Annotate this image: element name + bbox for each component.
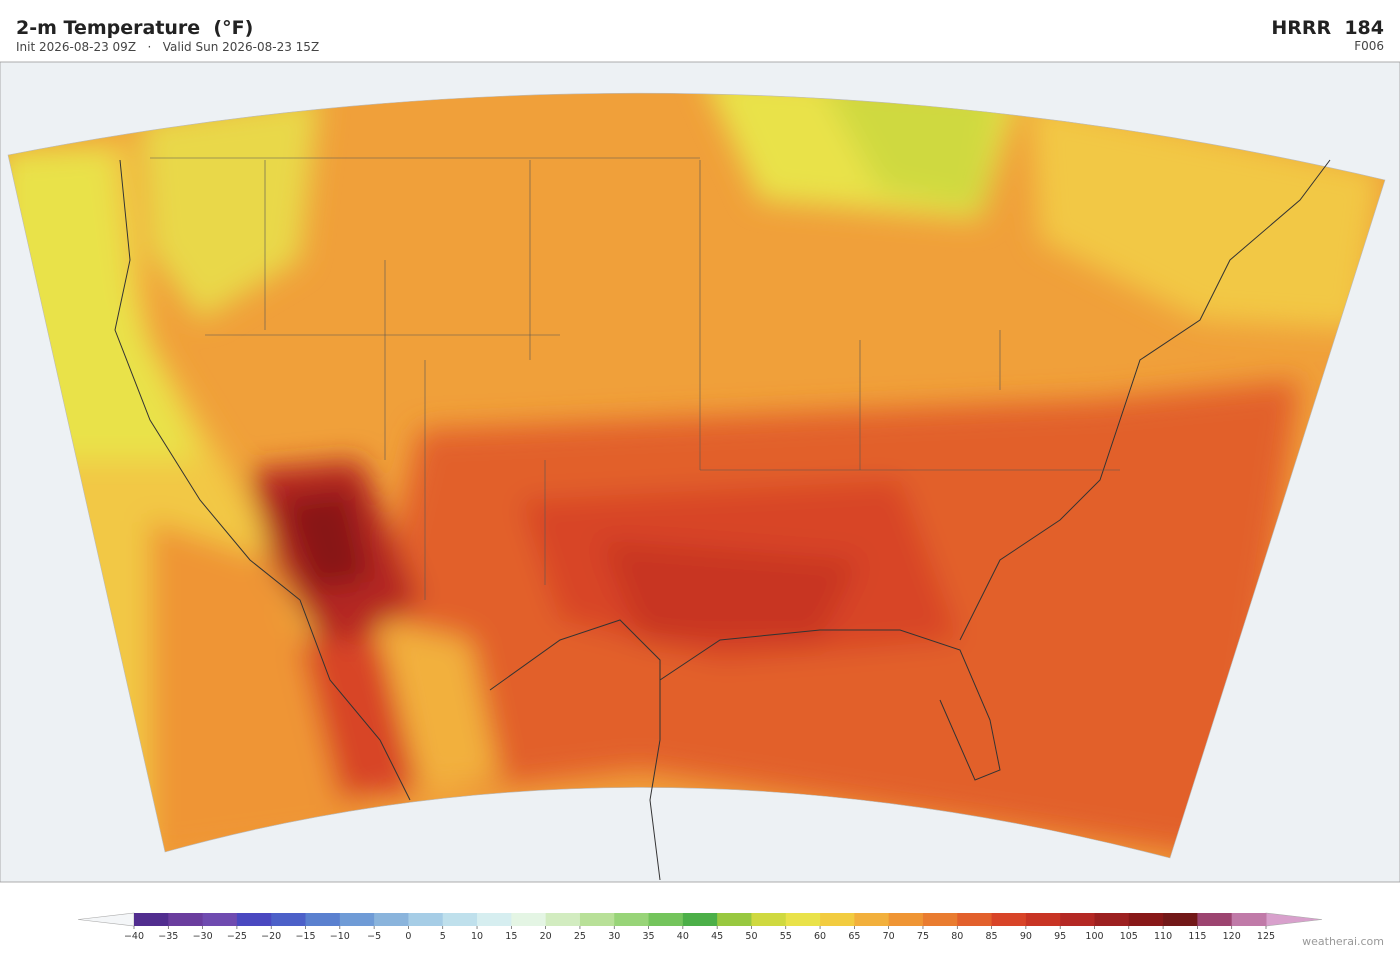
colorbar-tick-label: 85 [986,931,998,942]
colorbar-tick-label: −35 [158,931,178,942]
temperature-field [8,93,1385,858]
colorbar-bin [168,913,204,926]
colorbar-tick-label: −10 [330,931,350,942]
colorbar-tick-label: 50 [745,931,757,942]
colorbar-tick-label: 0 [405,931,411,942]
colorbar-tick-label: 90 [1020,931,1032,942]
colorbar-tick-label: −20 [261,931,281,942]
colorbar-bin [922,913,958,926]
colorbar-bin [1025,913,1061,926]
colorbar-bin [888,913,924,926]
colorbar-tick-label: 35 [642,931,654,942]
colorbar-bin [614,913,650,926]
colorbar-bin [1231,913,1267,926]
colorbar-tick-label: 120 [1223,931,1241,942]
colorbar-tick-label: 75 [917,931,929,942]
colorbar-bin [236,913,272,926]
colorbar-tick-label: 60 [814,931,826,942]
colorbar-tick-label: 115 [1188,931,1206,942]
colorbar-bin [477,913,512,926]
model-label: HRRR 184 [1271,17,1384,39]
colorbar-tick-label: 95 [1054,931,1066,942]
colorbar-tick-label: 105 [1120,931,1138,942]
colorbar-under [77,912,135,927]
colorbar: −40 −35 −30 −25 −20 −15 −10 −5 0 5 10 15 20 25 30 35 40 4… [77,912,1323,942]
colorbar-tick-label: −40 [124,931,144,942]
colorbar-bin [648,913,684,926]
colorbar-bin [1060,913,1095,926]
colorbar-bin [202,913,238,926]
colorbar-tick-label: 45 [711,931,723,942]
colorbar-bin [991,913,1027,926]
colorbar-bin [1128,913,1164,926]
colorbar-tick-label: 80 [951,931,963,942]
colorbar-bin [1163,913,1198,926]
colorbar-bin [717,913,752,926]
colorbar-bin [682,913,718,926]
colorbar-bin [1094,913,1130,926]
colorbar-bin [339,913,375,926]
subtitle: Init 2026-08-23 09Z · Valid Sun 2026-08-… [16,40,319,54]
colorbar-bin [408,913,444,926]
colorbar-bin [1197,913,1233,926]
coastlines [114,159,1331,881]
watermark: weatherai.com [1302,935,1384,948]
colorbar-tick-label: 25 [574,931,586,942]
colorbar-tick-label: 40 [677,931,689,942]
colorbar-tick-label: −25 [227,931,247,942]
colorbar-bin [305,913,341,926]
domain-edge [7,92,1386,859]
colorbar-tick-label: 100 [1085,931,1103,942]
colorbar-bin [271,913,307,926]
colorbar-tick-label: −15 [295,931,315,942]
colorbar-bin [957,913,993,926]
forecast-hour: F006 [1354,39,1384,53]
colorbar-tick-label: 55 [780,931,792,942]
colorbar-over [1265,912,1323,927]
colorbar-bin [820,913,855,926]
colorbar-bin [374,913,409,926]
colorbar-tick-label: 15 [505,931,517,942]
colorbar-tick-label: 10 [471,931,483,942]
title: 2-m Temperature (°F) [16,17,253,39]
colorbar-bin [442,913,478,926]
colorbar-tick-label: 5 [440,931,446,942]
colorbar-bin [751,913,787,926]
colorbar-tick-label: −5 [367,931,381,942]
colorbar-bin [545,913,581,926]
colorbar-bin [854,913,890,926]
colorbar-tick-label: 30 [608,931,620,942]
colorbar-tick-label: 110 [1154,931,1172,942]
colorbar-bin [579,913,615,926]
colorbar-bin [511,913,547,926]
colorbar-bin [134,913,169,926]
colorbar-tick-label: 125 [1257,931,1275,942]
colorbar-tick-label: 70 [883,931,895,942]
colorbar-bin [785,913,821,926]
colorbar-tick-label: 65 [848,931,860,942]
colorbar-tick-label: −30 [193,931,213,942]
colorbar-tick-label: 20 [540,931,552,942]
state-borders [150,157,1120,600]
